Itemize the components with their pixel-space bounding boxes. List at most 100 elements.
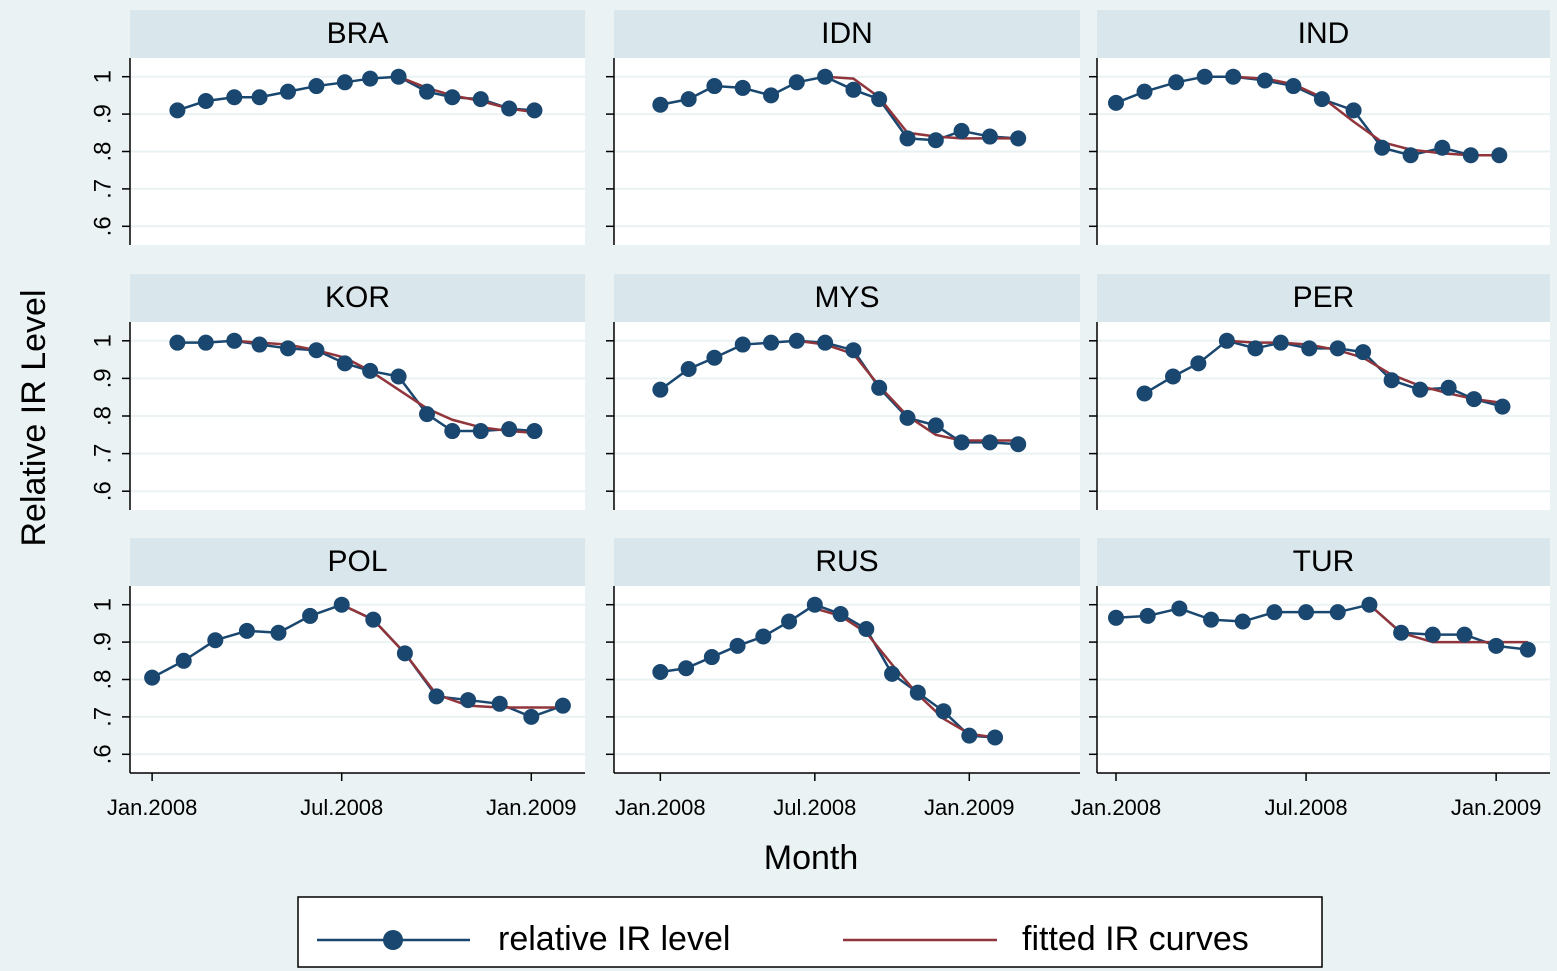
legend-marker <box>383 930 403 950</box>
data-point <box>197 334 214 351</box>
data-point <box>419 83 436 100</box>
panel-title: MYS <box>814 281 879 314</box>
data-point <box>1355 344 1372 361</box>
data-point <box>755 628 772 645</box>
data-point <box>1519 641 1536 658</box>
data-point <box>308 78 325 95</box>
data-point <box>706 78 723 95</box>
data-point <box>472 423 489 440</box>
data-point <box>169 334 186 351</box>
data-point <box>175 652 192 669</box>
data-point <box>1374 139 1391 156</box>
data-point <box>472 91 489 108</box>
x-axis-title: Month <box>764 839 859 877</box>
data-point <box>251 336 268 353</box>
data-point <box>1402 147 1419 164</box>
data-point <box>1424 626 1441 643</box>
data-point <box>207 632 224 649</box>
data-point <box>1203 611 1220 628</box>
data-point <box>935 703 952 720</box>
data-point <box>1139 607 1156 624</box>
y-tick-label: .6 <box>89 481 116 501</box>
data-point <box>763 87 780 104</box>
x-tick-label: Jan.2009 <box>1451 795 1542 820</box>
data-point <box>1225 68 1242 85</box>
data-point <box>390 368 407 385</box>
data-point <box>1329 604 1346 621</box>
data-point <box>226 89 243 106</box>
data-point <box>817 68 834 85</box>
data-point <box>953 434 970 451</box>
data-point <box>1196 68 1213 85</box>
data-point <box>927 417 944 434</box>
data-point <box>763 334 780 351</box>
data-point <box>927 132 944 149</box>
data-point <box>1136 83 1153 100</box>
data-point <box>169 102 186 119</box>
data-point <box>678 660 695 677</box>
data-point <box>390 68 407 85</box>
data-point <box>302 607 319 624</box>
data-point <box>845 342 862 359</box>
panel-strip <box>1097 10 1550 58</box>
data-point <box>1218 332 1235 349</box>
data-point <box>1462 147 1479 164</box>
data-point <box>523 708 540 725</box>
data-point <box>1190 355 1207 372</box>
data-point <box>444 423 461 440</box>
data-point <box>460 692 477 709</box>
data-point <box>1491 147 1508 164</box>
x-tick-label: Jan.2008 <box>107 795 198 820</box>
data-point <box>279 340 296 357</box>
x-tick-label: Jan.2008 <box>615 795 706 820</box>
x-tick-label: Jan.2009 <box>486 795 577 820</box>
data-point <box>1361 596 1378 613</box>
data-point <box>909 684 926 701</box>
data-point <box>1440 379 1457 396</box>
y-tick-label: .8 <box>89 669 116 689</box>
panel-title: IND <box>1298 17 1350 50</box>
x-tick-label: Jul.2008 <box>773 795 856 820</box>
data-point <box>526 423 543 440</box>
data-point <box>1256 72 1273 89</box>
data-point <box>981 128 998 145</box>
panel-strip <box>1097 274 1550 322</box>
data-point <box>1234 613 1251 630</box>
data-point <box>1108 94 1125 111</box>
data-point <box>871 379 888 396</box>
data-point <box>788 74 805 91</box>
y-tick-label: .7 <box>89 707 116 727</box>
data-point <box>238 622 255 639</box>
data-point <box>1412 381 1429 398</box>
legend-label: relative IR level <box>498 920 730 958</box>
data-point <box>554 697 571 714</box>
data-point <box>729 637 746 654</box>
data-point <box>144 669 161 686</box>
data-point <box>961 727 978 744</box>
data-point <box>1393 624 1410 641</box>
data-point <box>652 664 669 681</box>
data-point <box>526 102 543 119</box>
y-tick-label: .9 <box>89 104 116 124</box>
data-point <box>734 79 751 96</box>
y-tick-label: .7 <box>89 179 116 199</box>
data-point <box>1285 78 1302 95</box>
y-tick-label: 1 <box>89 70 116 83</box>
x-tick-label: Jul.2008 <box>1264 795 1347 820</box>
data-point <box>953 122 970 139</box>
data-point <box>279 83 296 100</box>
data-point <box>1165 368 1182 385</box>
data-point <box>362 70 379 87</box>
y-tick-label: .6 <box>89 216 116 236</box>
data-point <box>981 434 998 451</box>
data-point <box>806 596 823 613</box>
data-point <box>871 91 888 108</box>
y-tick-label: .9 <box>89 368 116 388</box>
data-point <box>703 649 720 666</box>
panel-title: RUS <box>815 545 878 578</box>
data-point <box>845 81 862 98</box>
y-tick-label: .8 <box>89 141 116 161</box>
x-tick-label: Jan.2009 <box>924 795 1015 820</box>
